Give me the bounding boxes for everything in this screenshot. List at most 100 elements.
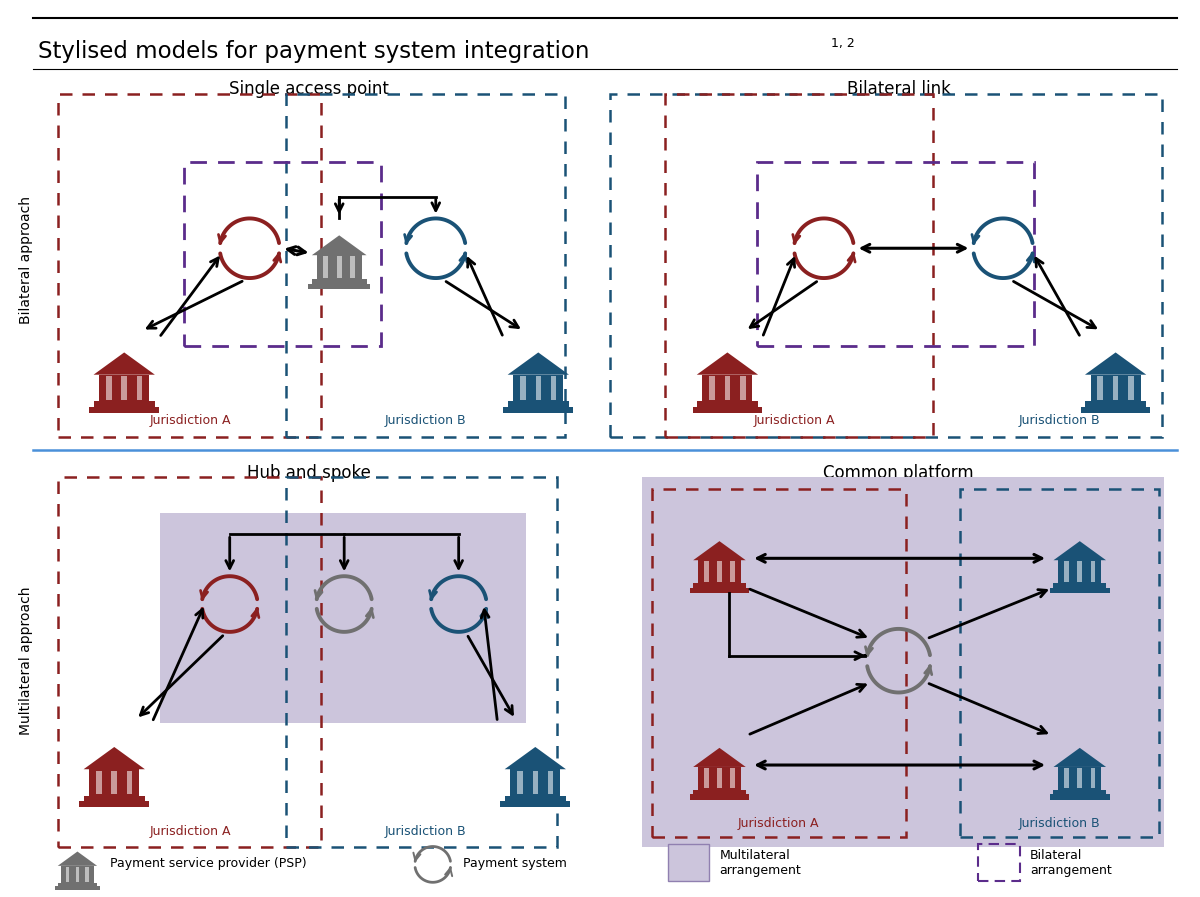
Bar [160, 512, 527, 723]
Bar [1091, 375, 1141, 401]
Text: Bilateral approach: Bilateral approach [19, 196, 32, 324]
Bar [1085, 401, 1146, 406]
Text: Jurisdiction B: Jurisdiction B [385, 824, 467, 838]
Bar [718, 562, 722, 581]
Bar [548, 771, 553, 794]
Bar [690, 588, 749, 593]
Polygon shape [1054, 748, 1106, 767]
Bar [740, 376, 745, 400]
Bar [725, 376, 730, 400]
Bar [1064, 768, 1069, 788]
Text: 1, 2: 1, 2 [830, 37, 854, 49]
Bar [730, 562, 734, 581]
Bar [533, 771, 538, 794]
Bar [79, 801, 149, 807]
Text: Jurisdiction A: Jurisdiction A [149, 824, 230, 838]
Bar [350, 257, 355, 277]
Bar [308, 283, 371, 289]
Bar [709, 376, 715, 400]
Polygon shape [1085, 353, 1146, 375]
Text: Jurisdiction B: Jurisdiction B [385, 414, 467, 427]
Bar [94, 401, 155, 406]
Bar [667, 843, 709, 882]
Bar [642, 477, 1164, 847]
Polygon shape [508, 353, 569, 375]
Bar [508, 401, 569, 406]
Bar [698, 561, 740, 583]
Bar [510, 770, 560, 796]
Bar [698, 767, 740, 789]
Text: Multilateral approach: Multilateral approach [19, 587, 32, 735]
Text: Payment system: Payment system [463, 857, 566, 870]
Text: Payment service provider (PSP): Payment service provider (PSP) [110, 857, 307, 870]
Bar [84, 796, 145, 801]
Bar [121, 376, 127, 400]
Bar [137, 376, 143, 400]
Bar [694, 789, 745, 795]
Bar [287, 94, 565, 437]
Bar [718, 768, 722, 788]
Polygon shape [697, 353, 758, 375]
Text: Bilateral
arrangement: Bilateral arrangement [1030, 849, 1111, 877]
Text: Bilateral link: Bilateral link [847, 80, 950, 99]
Bar [1050, 588, 1110, 593]
Bar [1112, 376, 1118, 400]
Polygon shape [58, 851, 97, 866]
Bar [337, 257, 342, 277]
Bar [1078, 768, 1082, 788]
Bar [514, 375, 563, 401]
Text: Multilateral
arrangement: Multilateral arrangement [720, 849, 802, 877]
Bar [504, 406, 574, 413]
Bar [76, 867, 79, 882]
Bar [112, 771, 118, 794]
Bar [517, 771, 523, 794]
Bar [58, 94, 322, 437]
Bar [535, 376, 541, 400]
Polygon shape [84, 747, 145, 770]
Bar [1091, 768, 1096, 788]
Polygon shape [312, 235, 366, 256]
Bar [730, 768, 734, 788]
Bar [1058, 561, 1102, 583]
Bar [89, 406, 160, 413]
Polygon shape [94, 353, 155, 375]
Bar [1058, 767, 1102, 789]
Bar [702, 375, 752, 401]
Bar [1064, 562, 1069, 581]
Bar [960, 489, 1159, 837]
Bar [704, 768, 709, 788]
Bar [757, 161, 1034, 345]
Text: Jurisdiction A: Jurisdiction A [754, 414, 835, 427]
Text: Jurisdiction A: Jurisdiction A [149, 414, 230, 427]
Bar [704, 562, 709, 581]
Text: Stylised models for payment system integration: Stylised models for payment system integ… [37, 39, 589, 63]
Bar [106, 376, 112, 400]
Bar [323, 257, 328, 277]
Bar [520, 376, 526, 400]
Polygon shape [505, 747, 566, 770]
Bar [690, 795, 749, 799]
Text: Jurisdiction A: Jurisdiction A [738, 816, 818, 830]
Bar [317, 256, 361, 279]
Bar [96, 771, 102, 794]
Bar [1054, 789, 1106, 795]
Polygon shape [1054, 541, 1106, 561]
Bar [312, 279, 366, 283]
Text: Jurisdiction B: Jurisdiction B [1019, 816, 1100, 830]
Bar [61, 866, 94, 883]
Bar [610, 94, 1163, 437]
Bar [58, 883, 97, 886]
Bar [1091, 562, 1096, 581]
Bar [665, 94, 934, 437]
Polygon shape [694, 748, 745, 767]
Bar [58, 477, 322, 847]
Text: Common platform: Common platform [823, 464, 974, 482]
Bar [652, 489, 906, 837]
Bar [184, 161, 382, 345]
Bar [978, 843, 1020, 882]
Bar [1128, 376, 1134, 400]
Bar [287, 477, 557, 847]
Bar [500, 801, 570, 807]
Bar [85, 867, 89, 882]
Bar [1050, 795, 1110, 799]
